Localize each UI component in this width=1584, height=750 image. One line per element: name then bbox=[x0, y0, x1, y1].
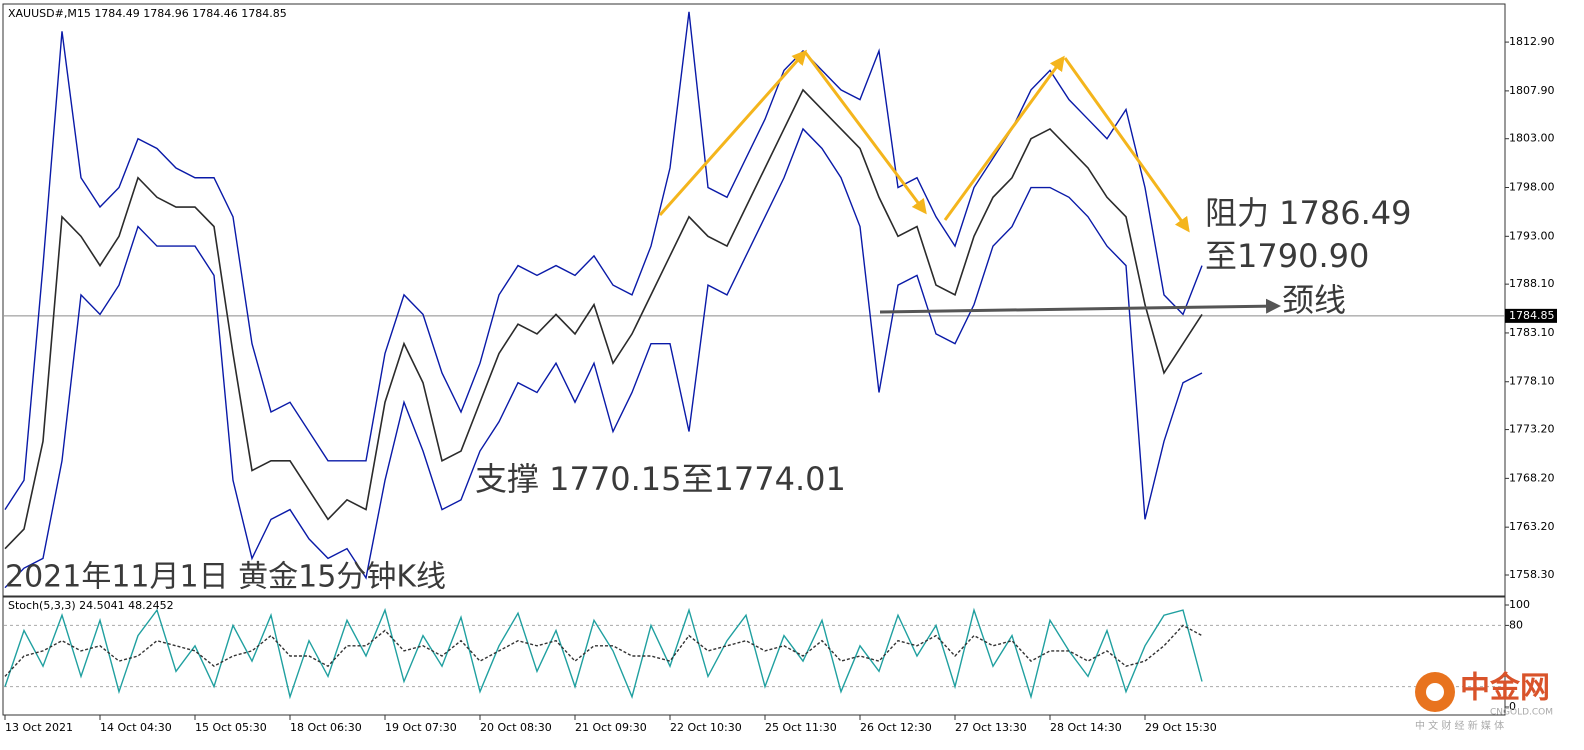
chart-caption: 2021年11月1日 黄金15分钟K线 bbox=[5, 560, 446, 595]
y-tick-label: 1763.20 bbox=[1509, 520, 1555, 533]
series-line bbox=[4, 624, 1203, 677]
x-tick-label: 14 Oct 04:30 bbox=[100, 721, 172, 734]
x-tick-label: 26 Oct 12:30 bbox=[860, 721, 932, 734]
plot-layer: 1812.90 1807.90 1803.00 1798.00 1793.00 1788.… bbox=[4, 11, 1557, 734]
series-line bbox=[4, 607, 1203, 700]
y-tick-label: 1812.90 bbox=[1509, 35, 1555, 48]
x-tick-label: 25 Oct 11:30 bbox=[765, 721, 837, 734]
support-label: 支撑 1770.15至1774.01 bbox=[475, 460, 846, 498]
x-tick-label: 27 Oct 13:30 bbox=[955, 721, 1027, 734]
logo bbox=[1426, 683, 1444, 701]
current-price-label: 1784.85 bbox=[1509, 309, 1555, 322]
y-tick-label: 1778.10 bbox=[1509, 375, 1555, 388]
stoch-header: Stoch(5,3,3) 24.5041 48.2452 bbox=[8, 599, 174, 612]
y-tick-label: 1788.10 bbox=[1509, 277, 1555, 290]
series-line bbox=[4, 88, 1203, 550]
watermark: 中金网 CNGOLD.COM 中 文 财 经 新 媒 体 bbox=[1415, 671, 1553, 732]
arrow bbox=[803, 51, 927, 215]
y-tick-label: 0 bbox=[1509, 700, 1516, 713]
x-tick-label: 20 Oct 08:30 bbox=[480, 721, 552, 734]
stoch-panel bbox=[2, 596, 1506, 716]
watermark-site: CNGOLD.COM bbox=[1490, 708, 1553, 718]
annotation-arrows bbox=[658, 49, 1281, 314]
arrow bbox=[943, 55, 1065, 221]
watermark-title: 中金网 bbox=[1460, 671, 1550, 706]
y-tick-label: 1768.20 bbox=[1509, 471, 1555, 484]
y-tick-label: 100 bbox=[1509, 598, 1530, 611]
x-tick-label: 18 Oct 06:30 bbox=[290, 721, 362, 734]
y-tick-label: 1758.30 bbox=[1509, 568, 1555, 581]
x-tick-label: 15 Oct 05:30 bbox=[195, 721, 267, 734]
y-tick-label: 1783.10 bbox=[1509, 326, 1555, 339]
resistance-label: 阻力 1786.49 bbox=[1205, 194, 1412, 232]
y-tick-label: 1798.00 bbox=[1509, 181, 1555, 194]
watermark-slogan: 中 文 财 经 新 媒 体 bbox=[1415, 719, 1504, 732]
x-tick-label: 29 Oct 15:30 bbox=[1145, 721, 1217, 734]
y-tick-label: 1807.90 bbox=[1509, 84, 1555, 97]
price-panel bbox=[2, 3, 1506, 597]
y-tick-label: 80 bbox=[1509, 618, 1523, 631]
x-tick-label: 22 Oct 10:30 bbox=[670, 721, 742, 734]
neckline-arrow bbox=[879, 298, 1281, 314]
y-tick-label: 1773.20 bbox=[1509, 423, 1555, 436]
arrow bbox=[658, 49, 807, 216]
current-price-box bbox=[1505, 308, 1557, 323]
series-line bbox=[4, 127, 1203, 589]
x-tick-label: 28 Oct 14:30 bbox=[1050, 721, 1122, 734]
x-tick-label: 21 Oct 09:30 bbox=[575, 721, 647, 734]
neckline-label: 颈线 bbox=[1282, 281, 1346, 319]
y-tick-label: 1793.00 bbox=[1509, 229, 1555, 242]
x-tick-label: 19 Oct 07:30 bbox=[385, 721, 457, 734]
price-header: XAUUSD#,M15 1784.49 1784.96 1784.46 1784… bbox=[8, 7, 287, 20]
resistance-label: 至1790.90 bbox=[1205, 237, 1369, 275]
x-tick-label: 13 Oct 2021 bbox=[5, 721, 73, 734]
arrow bbox=[1063, 57, 1190, 233]
y-tick-label: 1803.00 bbox=[1509, 132, 1555, 145]
